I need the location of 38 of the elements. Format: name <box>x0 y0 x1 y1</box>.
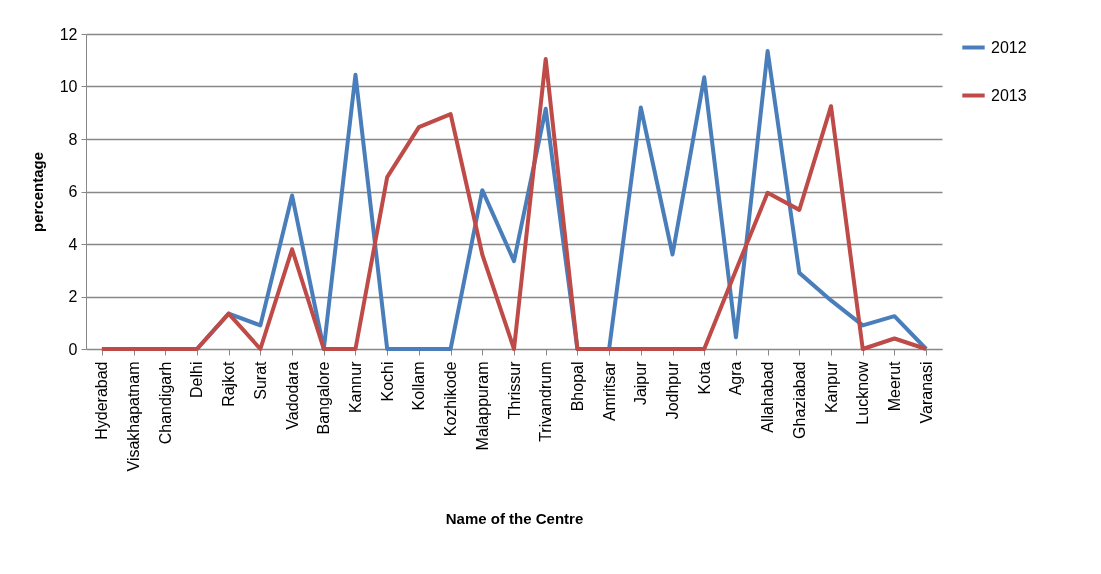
y-tick-label: 6 <box>68 183 78 200</box>
y-tick-label: 2 <box>68 288 78 305</box>
x-tick-label: Kozhikode <box>442 361 460 437</box>
x-tick-label: Thrissur <box>505 360 523 420</box>
x-tick-label: Kannur <box>346 360 364 414</box>
x-tick-label: Agra <box>727 361 745 396</box>
x-tick-label: Amritsar <box>600 360 618 422</box>
x-tick-label: Trivandrum <box>537 361 555 442</box>
y-axis-title: percentage <box>28 151 46 233</box>
x-tick-label: Varanasi <box>917 361 935 424</box>
x-tick-label: Lucknow <box>854 361 872 425</box>
legend-label: 2012 <box>991 38 1027 56</box>
x-tick-label: Visakhapatnam <box>125 361 143 472</box>
x-tick-label: Kollam <box>410 361 428 411</box>
legend-label: 2013 <box>991 86 1027 104</box>
x-tick-label: Surat <box>251 360 269 400</box>
y-tick-label: 8 <box>68 130 78 148</box>
y-tick-label: 4 <box>68 235 78 253</box>
x-tick-label: Ghaziabad <box>790 361 808 439</box>
x-tick-label: Meerut <box>885 360 903 412</box>
x-tick-label: Kochi <box>378 361 396 402</box>
x-tick-label: Kanpur <box>822 360 840 414</box>
x-tick-label: Jodhpur <box>664 360 682 420</box>
y-tick-label: 10 <box>59 78 78 95</box>
x-tick-label: Chandigarh <box>156 361 174 445</box>
x-tick-label: Delhi <box>188 361 206 398</box>
y-tick-label: 12 <box>59 25 78 43</box>
x-axis-title: Name of the Centre <box>445 509 584 527</box>
y-tick-label: 0 <box>68 340 78 358</box>
x-tick-label: Kota <box>695 361 713 395</box>
x-tick-label: Malappuram <box>473 361 491 451</box>
x-tick-label: Jaipur <box>632 360 650 406</box>
x-tick-label: Vadodara <box>283 361 301 430</box>
x-tick-label: Hyderabad <box>93 361 111 440</box>
x-tick-label: Allahabad <box>759 361 777 433</box>
x-tick-label: Bangalore <box>315 361 333 435</box>
x-tick-label: Rajkot <box>220 360 238 407</box>
x-tick-label: Bhopal <box>568 361 586 412</box>
